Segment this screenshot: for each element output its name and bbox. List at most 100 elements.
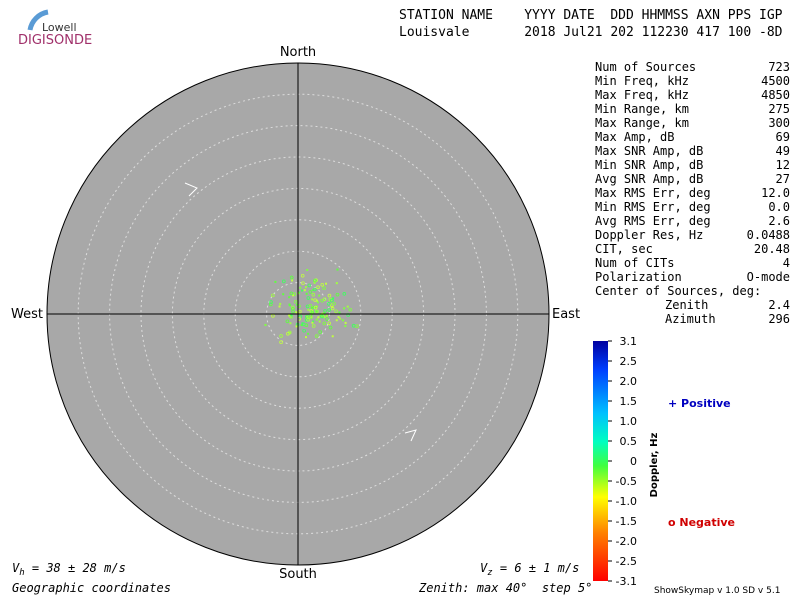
source-dot <box>282 279 286 284</box>
source-dot <box>311 324 316 328</box>
source-dot <box>315 299 318 302</box>
source-dot <box>335 319 338 322</box>
source-dot <box>304 286 307 289</box>
source-dot <box>301 281 305 285</box>
colorbar-tick-label: 0.5 <box>620 435 638 448</box>
source-dot <box>311 321 314 324</box>
source-dot <box>290 305 295 310</box>
stat-label: Max Amp, dB <box>595 130 674 144</box>
source-dot <box>348 307 353 312</box>
source-dot <box>299 286 302 289</box>
source-dot <box>290 314 293 317</box>
stat-value: 12.0 <box>761 186 790 200</box>
source-dot <box>343 307 346 310</box>
colorbar-tick-label: -1.0 <box>616 495 637 508</box>
source-dot <box>279 334 283 338</box>
source-dot <box>344 325 347 328</box>
source-dot <box>288 314 291 317</box>
source-dot <box>306 317 311 322</box>
source-dot <box>355 324 359 328</box>
colorbar-tick-label: -2.5 <box>616 555 637 568</box>
stat-label: Min Freq, kHz <box>595 74 689 88</box>
compass-label: East <box>552 307 580 322</box>
source-dot <box>318 320 321 323</box>
source-dot <box>295 325 298 328</box>
source-dot <box>313 305 318 310</box>
source-dot <box>291 309 295 314</box>
source-dot <box>300 324 303 327</box>
source-dot <box>311 298 314 301</box>
stat-label: Polarization <box>595 270 682 284</box>
source-dot <box>325 317 329 321</box>
source-dot <box>308 315 313 320</box>
source-dot <box>317 316 320 319</box>
source-dot <box>330 298 334 303</box>
compass-label: South <box>279 567 317 582</box>
source-dot <box>304 336 307 339</box>
footer-zenith: Zenith: max 40° step 5° <box>418 581 592 595</box>
source-dot <box>306 296 311 300</box>
source-dot <box>302 328 306 333</box>
source-dot <box>337 316 340 319</box>
colorbar-tick-label: -1.5 <box>616 515 637 528</box>
stat-label: Zenith <box>665 298 708 312</box>
source-dot <box>304 323 309 328</box>
colorbar-tick-label: 2.0 <box>620 375 638 388</box>
source-dot <box>269 300 273 304</box>
source-dot <box>279 340 283 345</box>
marker <box>184 182 198 197</box>
stat-label: Min Range, km <box>595 102 689 116</box>
source-dot <box>344 321 347 324</box>
source-dot <box>338 311 341 314</box>
source-dot <box>306 269 309 272</box>
source-dot <box>335 292 340 297</box>
logo-bottom: DIGISONDE <box>18 33 92 48</box>
source-dot <box>310 306 313 309</box>
source-dot <box>292 294 295 297</box>
source-dot <box>313 278 317 283</box>
source-dot <box>331 335 334 338</box>
source-dot <box>336 268 339 271</box>
stat-label: Max Freq, kHz <box>595 88 689 102</box>
colorbar-tick-label: 2.5 <box>620 355 638 368</box>
stat-label: Num of CITs <box>595 256 674 270</box>
stat-label: Avg RMS Err, deg <box>595 214 711 228</box>
source-dot <box>264 323 267 326</box>
source-dot <box>351 323 356 328</box>
source-dot <box>332 301 336 306</box>
stat-value: 4500 <box>761 74 790 88</box>
source-dot <box>295 311 298 314</box>
source-dot <box>342 292 347 296</box>
stat-value: 20.48 <box>754 242 790 256</box>
header-line: STATION NAME YYYY DATE DDD HHMMSS AXN PP… <box>399 8 783 23</box>
source-dot <box>313 281 316 284</box>
colorbar-tick-label: -2.0 <box>616 535 637 548</box>
source-dot <box>301 289 304 292</box>
colorbar <box>593 341 608 581</box>
source-dot <box>279 302 282 305</box>
source-dot <box>334 309 338 314</box>
stat-value: 0.0 <box>768 200 790 214</box>
source-dot <box>307 283 312 288</box>
colorbar-tick-label: 1.0 <box>620 415 638 428</box>
stat-label: CIT, sec <box>595 242 653 256</box>
source-dot <box>320 298 324 303</box>
footer-version: ShowSkymap v 1.0 SD v 5.1 <box>654 586 780 596</box>
logo-arc <box>27 9 49 31</box>
source-dot <box>304 318 309 322</box>
source-dot <box>316 285 320 290</box>
source-dot <box>296 303 299 306</box>
source-dot <box>341 319 344 322</box>
colorbar-tick-label: 1.5 <box>620 395 638 408</box>
stat-value: 300 <box>768 116 790 130</box>
source-dot <box>327 321 331 326</box>
source-dot <box>320 282 325 287</box>
logo-top: Lowell <box>42 21 77 34</box>
stat-label: Num of Sources <box>595 60 696 74</box>
source-dot <box>315 309 319 314</box>
stat-value: 275 <box>768 102 790 116</box>
source-dot <box>339 317 342 320</box>
source-dot <box>307 332 310 335</box>
stat-value: 4850 <box>761 88 790 102</box>
source-dot <box>318 330 322 334</box>
